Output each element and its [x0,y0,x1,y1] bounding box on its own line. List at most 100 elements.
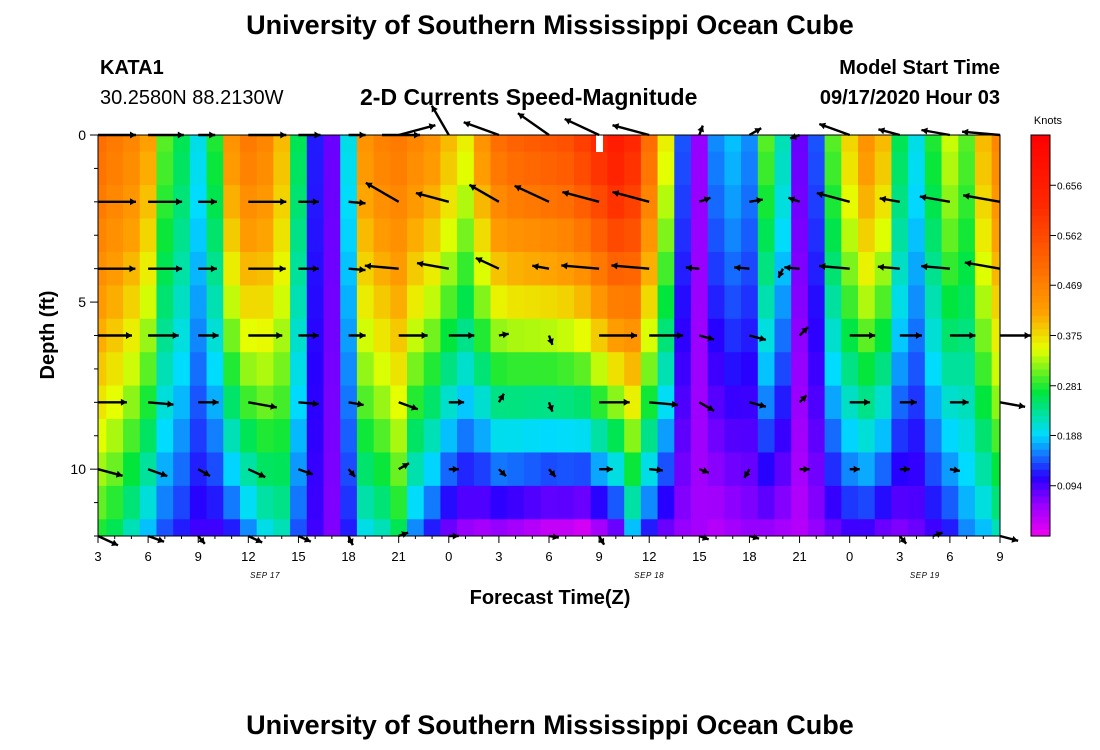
heatmap-cell [824,218,842,253]
heatmap-cell [874,218,893,253]
colorbar-band [1031,215,1050,223]
vector-head [778,270,785,278]
heatmap-cell [924,485,943,520]
heatmap-cell [523,419,542,454]
heatmap-cell [407,285,425,320]
heatmap-cell [239,419,258,454]
heatmap-cell [757,419,776,454]
current-vector [819,263,850,270]
heatmap-cell [974,385,993,420]
heatmap-cell [173,452,191,487]
heatmap-cell [540,519,558,536]
vector-head [919,194,927,201]
heatmap-cell [958,519,976,536]
heatmap-cell [807,218,826,253]
vector-head [803,465,810,473]
heatmap-cell [674,185,692,220]
heatmap-cell [507,151,525,186]
vector-shaft [463,121,500,137]
colorbar-band [1031,188,1050,196]
heatmap-cell [256,285,274,320]
heatmap-cell [974,352,993,387]
current-vector [197,535,206,545]
heatmap-cell [423,452,442,487]
heatmap-cell [757,452,776,487]
model-start-value: 09/17/2020 Hour 03 [819,87,1000,109]
heatmap-cell [340,352,358,387]
heatmap-cell [791,519,809,536]
vector-head [255,536,263,544]
heatmap-cell [290,352,308,387]
vector-shaft [564,117,600,137]
heatmap-cell [991,151,1000,186]
heatmap-cell [791,251,809,286]
heatmap-cell [724,285,742,320]
vector-head [547,338,554,345]
heatmap-cell [607,519,625,536]
heatmap-cell [223,385,241,420]
heatmap-cell [98,285,107,320]
current-vector [497,393,505,403]
vector-head [864,398,871,406]
current-vector [365,181,400,203]
heatmap-cell [674,352,692,387]
heatmap-cell [173,352,191,387]
vector-head [921,263,928,271]
heatmap-cell [824,318,842,353]
heatmap-cell [874,452,893,487]
x-tick-label: 6 [946,549,953,564]
vector-head [697,125,704,133]
heatmap-cell [958,135,976,153]
heatmap-cell [958,185,976,220]
heatmap-cell [574,452,592,487]
vector-head [312,332,319,339]
vector-head [799,395,807,402]
heatmap-cell [941,519,959,536]
current-vector [198,398,219,406]
heatmap-cell [640,251,659,286]
heatmap-cell [306,151,325,186]
heatmap-cell [540,185,558,220]
heatmap-cell [156,285,174,320]
heatmap-cell [807,251,826,286]
heatmap-cell [223,285,241,320]
heatmap-cell [206,485,224,520]
heatmap-cell [423,185,442,220]
heatmap-cell [741,218,759,253]
current-vector [698,334,715,342]
heatmap-cell [273,151,291,186]
heatmap-cell [724,485,742,520]
heatmap-cell [407,452,425,487]
heatmap-cell [891,218,909,253]
x-tick-label: 21 [391,549,405,564]
heatmap-cell [373,419,391,454]
heatmap-cell [306,135,325,153]
heatmap-cell [807,318,826,353]
current-vector [297,468,314,476]
heatmap-cell [908,519,926,536]
heatmap-cell [323,485,341,520]
vector-head [167,400,174,408]
heatmap-cell [590,251,609,286]
colorbar-band [1031,342,1050,350]
heatmap-cell [407,251,425,286]
heatmap-cell [974,452,993,487]
vector-head [312,400,319,408]
colorbar-band [1031,529,1050,537]
heatmap-cell [924,251,943,286]
vector-head [359,266,366,274]
heatmap-cell [757,352,776,387]
heatmap-cell [407,218,425,253]
heatmap-cell [473,385,492,420]
colorbar-band [1031,135,1050,143]
heatmap-cell [958,151,976,186]
heatmap-cell [858,185,876,220]
heatmap-cell [858,285,876,320]
current-vector [547,335,554,346]
current-vector [932,531,944,538]
heatmap-cell [841,519,859,536]
vector-head [452,465,459,473]
heatmap-cell [741,285,759,320]
vector-head [475,257,483,264]
